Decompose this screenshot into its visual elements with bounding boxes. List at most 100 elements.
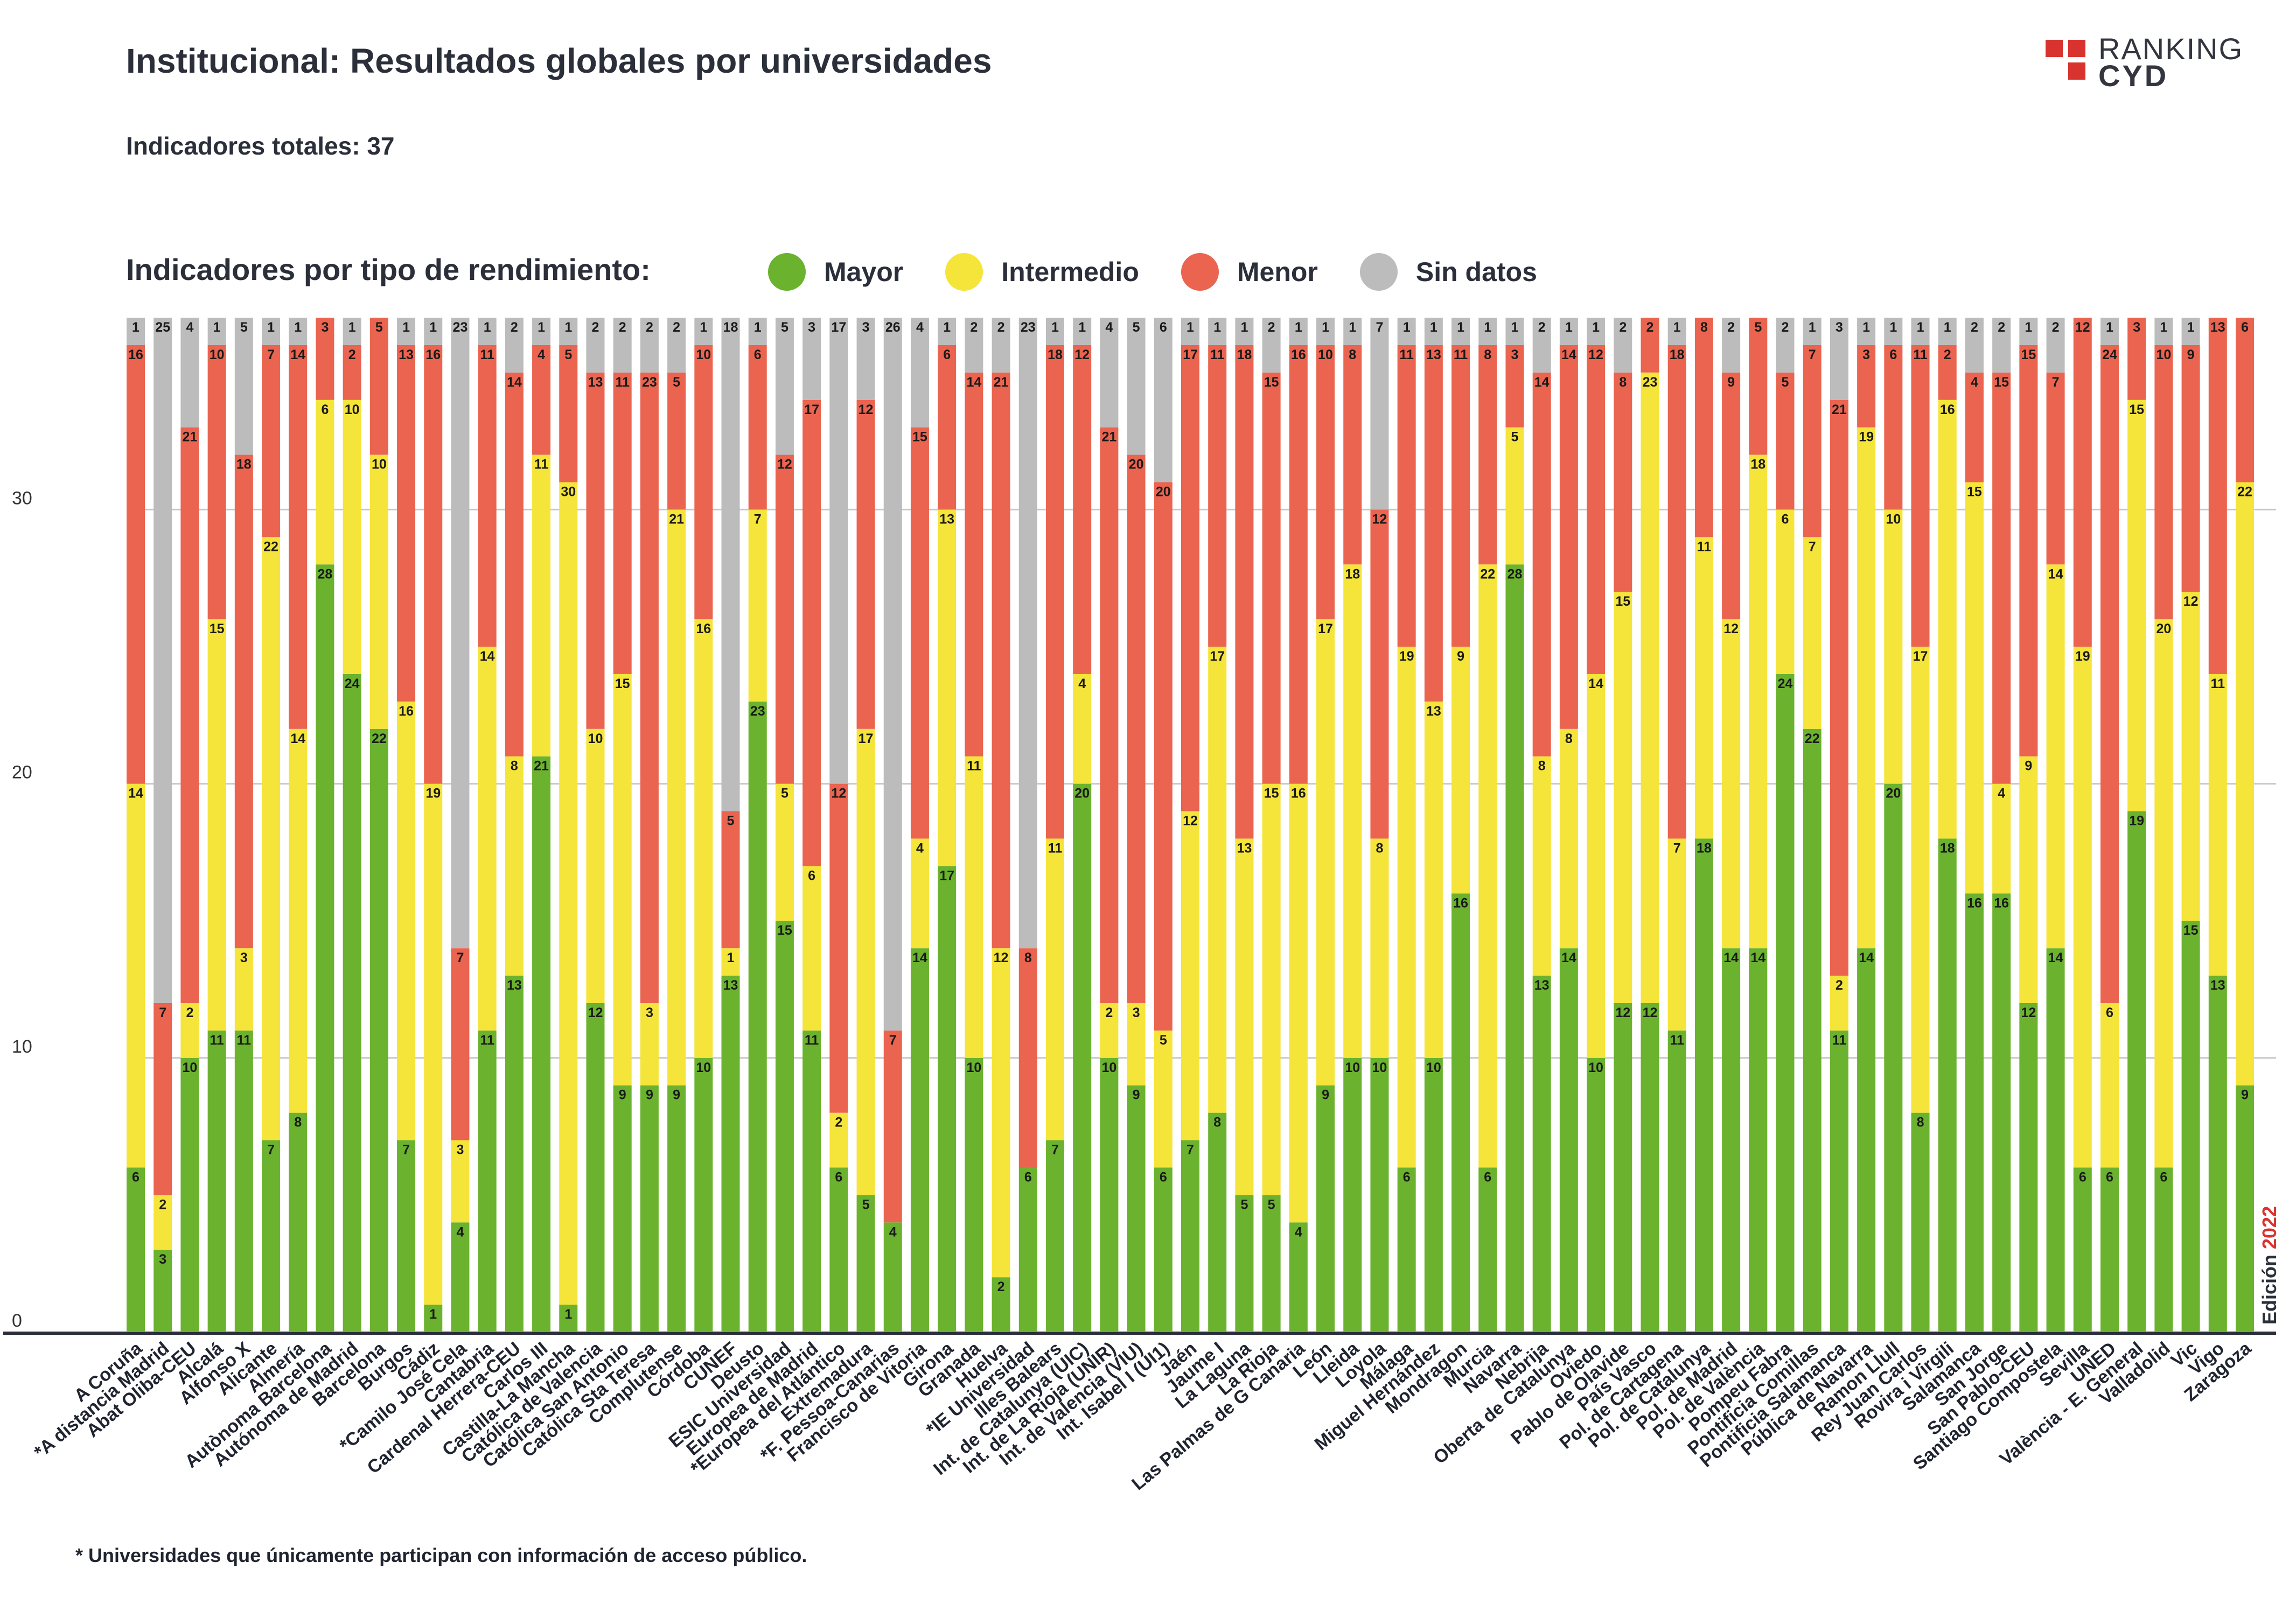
bar-segment xyxy=(2208,318,2227,674)
bar-segment xyxy=(1370,838,1389,1058)
data-label: 19 xyxy=(425,786,441,801)
bar-segment xyxy=(289,729,308,1113)
bar-segment xyxy=(1235,318,1254,345)
bar-segment xyxy=(1208,318,1227,345)
data-label: 12 xyxy=(1372,512,1387,527)
bar-segment xyxy=(694,345,713,620)
bar-segment xyxy=(180,1003,199,1058)
data-label: 28 xyxy=(1508,566,1523,582)
bar-segment xyxy=(2181,921,2200,1332)
data-label: 18 xyxy=(1750,457,1765,472)
data-label: 3 xyxy=(1862,347,1870,362)
data-label: 8 xyxy=(1349,347,1356,362)
data-label: 10 xyxy=(1345,1060,1360,1075)
data-label: 5 xyxy=(240,320,248,335)
data-label: 9 xyxy=(646,1088,653,1103)
bar-segment xyxy=(1857,427,1876,949)
data-label: 13 xyxy=(2210,320,2225,335)
bar-segment xyxy=(1181,1140,1199,1332)
bar-segment xyxy=(451,1140,470,1223)
bar-segment xyxy=(694,619,713,1058)
data-label: 1 xyxy=(1809,320,1816,335)
bar-segment xyxy=(1343,345,1362,565)
bar-segment xyxy=(1587,674,1606,1058)
data-label: 14 xyxy=(290,731,305,746)
data-label: 15 xyxy=(615,676,630,691)
bar-segment xyxy=(1370,1057,1389,1332)
bar-segment xyxy=(1073,783,1092,1332)
bar-segment xyxy=(559,482,578,1305)
data-label: 26 xyxy=(885,320,901,335)
logo-square xyxy=(2046,40,2063,57)
bar-segment xyxy=(1694,537,1713,839)
bar-segment xyxy=(586,372,605,729)
data-label: 19 xyxy=(2129,814,2144,829)
data-label: 13 xyxy=(939,512,954,527)
bar-segment xyxy=(1045,1140,1064,1332)
ranking-cyd-logo: RANKING CYD xyxy=(2046,30,2250,93)
bar-segment xyxy=(965,1057,983,1332)
bar-segment xyxy=(1992,783,2011,894)
bar-segment xyxy=(2127,400,2146,811)
bar-segment xyxy=(180,427,199,1003)
data-label: 18 xyxy=(1048,347,1063,362)
data-label: 10 xyxy=(345,402,360,417)
data-label: 1 xyxy=(2025,320,2032,335)
bar-segment xyxy=(1478,345,1497,565)
data-label: 17 xyxy=(1210,649,1225,664)
bar-segment xyxy=(1965,482,1984,894)
bar-segment xyxy=(2208,674,2227,976)
data-label: 11 xyxy=(2211,676,2225,691)
bar-segment xyxy=(910,948,929,1332)
data-label: 1 xyxy=(1592,320,1600,335)
bar-segment xyxy=(1289,318,1308,345)
data-label: 16 xyxy=(399,704,414,719)
bar-segment xyxy=(1587,1057,1606,1332)
total-indicators-text: Indicadores totales: 37 xyxy=(126,132,395,160)
bar-segment xyxy=(1911,1112,1930,1332)
data-label: 10 xyxy=(1426,1060,1441,1075)
bar-segment xyxy=(424,345,443,784)
bar-segment xyxy=(153,1250,172,1332)
data-label: 9 xyxy=(1133,1088,1140,1103)
data-label: 7 xyxy=(1187,1143,1194,1158)
legend-item-intermedio: Intermedio xyxy=(945,253,1139,291)
data-label: 12 xyxy=(1643,1005,1658,1020)
bar-segment xyxy=(343,400,361,674)
bar-segment xyxy=(965,372,983,757)
data-label: 6 xyxy=(2106,1005,2113,1020)
data-label: 14 xyxy=(2048,950,2063,965)
bar-segment xyxy=(748,345,767,510)
bar-segment xyxy=(369,318,388,455)
bar-segment xyxy=(1532,318,1551,373)
bar-segment xyxy=(1614,1003,1632,1332)
edition-label: Edición 2022 xyxy=(2258,1206,2280,1325)
bar-segment xyxy=(1587,318,1606,345)
legend-item-menor: Menor xyxy=(1181,253,1318,291)
bar-segment xyxy=(289,1112,308,1332)
legend-title: Indicadores por tipo de rendimiento: xyxy=(126,253,651,286)
logo-square xyxy=(2068,40,2085,57)
data-label: 8 xyxy=(1700,320,1708,335)
data-label: 19 xyxy=(1399,649,1414,664)
bar-segment xyxy=(1776,509,1795,674)
bar-segment xyxy=(829,1167,848,1332)
bar-segment xyxy=(1316,345,1335,620)
data-label: 15 xyxy=(1994,375,2009,390)
legend-item-mayor: Mayor xyxy=(768,253,903,291)
data-label: 12 xyxy=(859,402,874,417)
bar-segment xyxy=(2073,647,2092,1168)
bar-segment xyxy=(559,345,578,482)
bar-segment xyxy=(2019,756,2038,1003)
bar-segment xyxy=(1559,345,1578,729)
data-label: 7 xyxy=(1809,539,1816,554)
data-label: 4 xyxy=(916,840,924,856)
bar-segment xyxy=(1073,345,1092,674)
bar-segment xyxy=(2154,619,2173,1168)
bar-segment xyxy=(1181,318,1199,345)
bar-segment xyxy=(1208,345,1227,647)
data-label: 13 xyxy=(507,978,522,993)
bar-segment xyxy=(775,921,794,1332)
data-label: 12 xyxy=(1183,814,1198,829)
bar-segment xyxy=(234,1030,253,1332)
